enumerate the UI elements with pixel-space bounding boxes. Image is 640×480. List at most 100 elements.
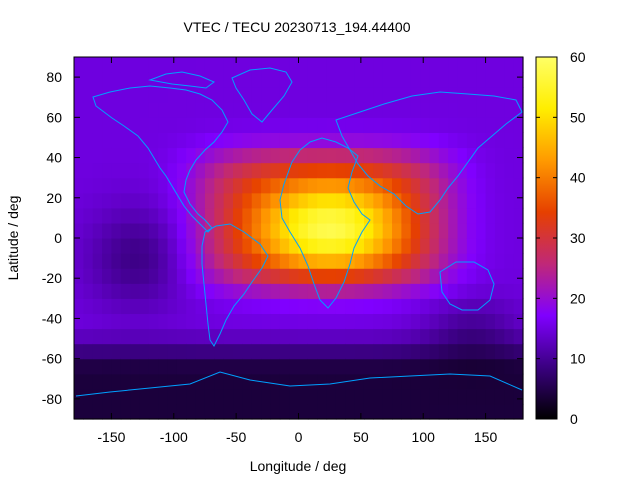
heatmap-cell (130, 238, 141, 254)
heatmap-cell (111, 298, 122, 315)
heatmap-cell (494, 373, 505, 390)
heatmap-cell (186, 177, 197, 194)
heatmap-cell (298, 253, 309, 269)
heatmap-cell (195, 268, 206, 284)
heatmap-cell (317, 358, 328, 375)
heatmap-cell (92, 177, 103, 194)
heatmap-cell (448, 328, 459, 345)
heatmap-cell (111, 117, 122, 134)
heatmap-cell (261, 102, 272, 118)
heatmap-cell (214, 403, 225, 420)
heatmap-cell (485, 358, 496, 375)
x-tick-label: 100 (412, 429, 436, 445)
heatmap-cell (345, 268, 356, 284)
heatmap-cell (158, 343, 169, 360)
heatmap-cell (251, 102, 262, 118)
heatmap-cell (233, 313, 243, 330)
heatmap-cell (382, 358, 393, 375)
colorbar-tick-label: 20 (570, 290, 586, 306)
heatmap-cell (214, 192, 225, 209)
heatmap-cell (195, 283, 206, 299)
heatmap-cell (289, 283, 300, 299)
heatmap-cell (476, 328, 487, 345)
heatmap-cell (438, 207, 449, 224)
heatmap-cell (158, 102, 169, 118)
heatmap-cell (307, 268, 318, 284)
heatmap-cell (186, 343, 197, 360)
heatmap-cell (92, 117, 103, 134)
heatmap-cell (513, 57, 524, 73)
heatmap-cell (270, 72, 281, 88)
heatmap-cell (392, 207, 402, 224)
heatmap-cell (111, 283, 122, 299)
heatmap-cell (298, 343, 309, 360)
heatmap-cell (448, 192, 459, 209)
heatmap-cell (176, 403, 187, 420)
heatmap-cell (448, 343, 459, 360)
heatmap-cell (429, 177, 440, 194)
heatmap-cell (438, 253, 449, 269)
heatmap-cell (307, 403, 318, 420)
heatmap-cell (233, 373, 243, 390)
heatmap-cell (120, 343, 131, 360)
heatmap-cell (345, 192, 356, 209)
heatmap-cell (176, 177, 187, 194)
heatmap-cell (158, 238, 169, 254)
heatmap-cell (279, 57, 290, 73)
heatmap-cell (74, 192, 84, 209)
heatmap-cell (466, 253, 477, 269)
heatmap-cell (83, 298, 94, 315)
heatmap-cell (233, 403, 243, 420)
heatmap-cell (111, 268, 122, 284)
heatmap-cell (139, 373, 150, 390)
heatmap-cell (176, 132, 187, 149)
heatmap-cell (74, 117, 84, 134)
heatmap-cell (373, 162, 384, 179)
heatmap-cell (335, 253, 346, 269)
heatmap-cell (130, 192, 141, 209)
heatmap-cell (92, 72, 103, 88)
heatmap-cell (195, 403, 206, 420)
heatmap-cell (494, 72, 505, 88)
heatmap-cell (363, 147, 374, 164)
heatmap-cell (148, 403, 159, 420)
heatmap-cell (485, 117, 496, 134)
heatmap-cell (307, 87, 318, 103)
heatmap-cell (83, 222, 94, 239)
heatmap-cell (261, 388, 272, 405)
heatmap-cell (242, 238, 253, 254)
heatmap-cell (363, 117, 374, 134)
heatmap-cell (223, 57, 234, 73)
heatmap-cell (476, 373, 487, 390)
heatmap-cell (345, 102, 356, 118)
heatmap-cell (158, 132, 169, 149)
heatmap-cell (270, 162, 281, 179)
colorbar: 0 10 20 30 40 50 60 (535, 49, 586, 427)
x-tick-label: 150 (474, 429, 498, 445)
heatmap-cell (466, 132, 477, 149)
heatmap-cell (429, 283, 440, 299)
heatmap-cell (233, 343, 243, 360)
heatmap-cell (448, 313, 459, 330)
heatmap-cell (476, 117, 487, 134)
heatmap-cell (261, 238, 272, 254)
heatmap-cell (111, 87, 122, 103)
heatmap-cell (448, 388, 459, 405)
heatmap-cell (120, 238, 131, 254)
heatmap-cell (120, 117, 131, 134)
heatmap-cell (176, 72, 187, 88)
heatmap-cell (74, 132, 84, 149)
heatmap-cell (363, 57, 374, 73)
heatmap-cell (354, 87, 365, 103)
heatmap-cell (448, 87, 459, 103)
heatmap-cell (279, 283, 290, 299)
heatmap-cell (494, 132, 505, 149)
heatmap-cell (466, 162, 477, 179)
heatmap-cell (214, 207, 225, 224)
heatmap-cell (438, 147, 449, 164)
heatmap-cell (335, 358, 346, 375)
heatmap-cell (120, 403, 131, 420)
heatmap-cell (457, 102, 468, 118)
heatmap-cell (401, 87, 412, 103)
heatmap-cell (373, 72, 384, 88)
